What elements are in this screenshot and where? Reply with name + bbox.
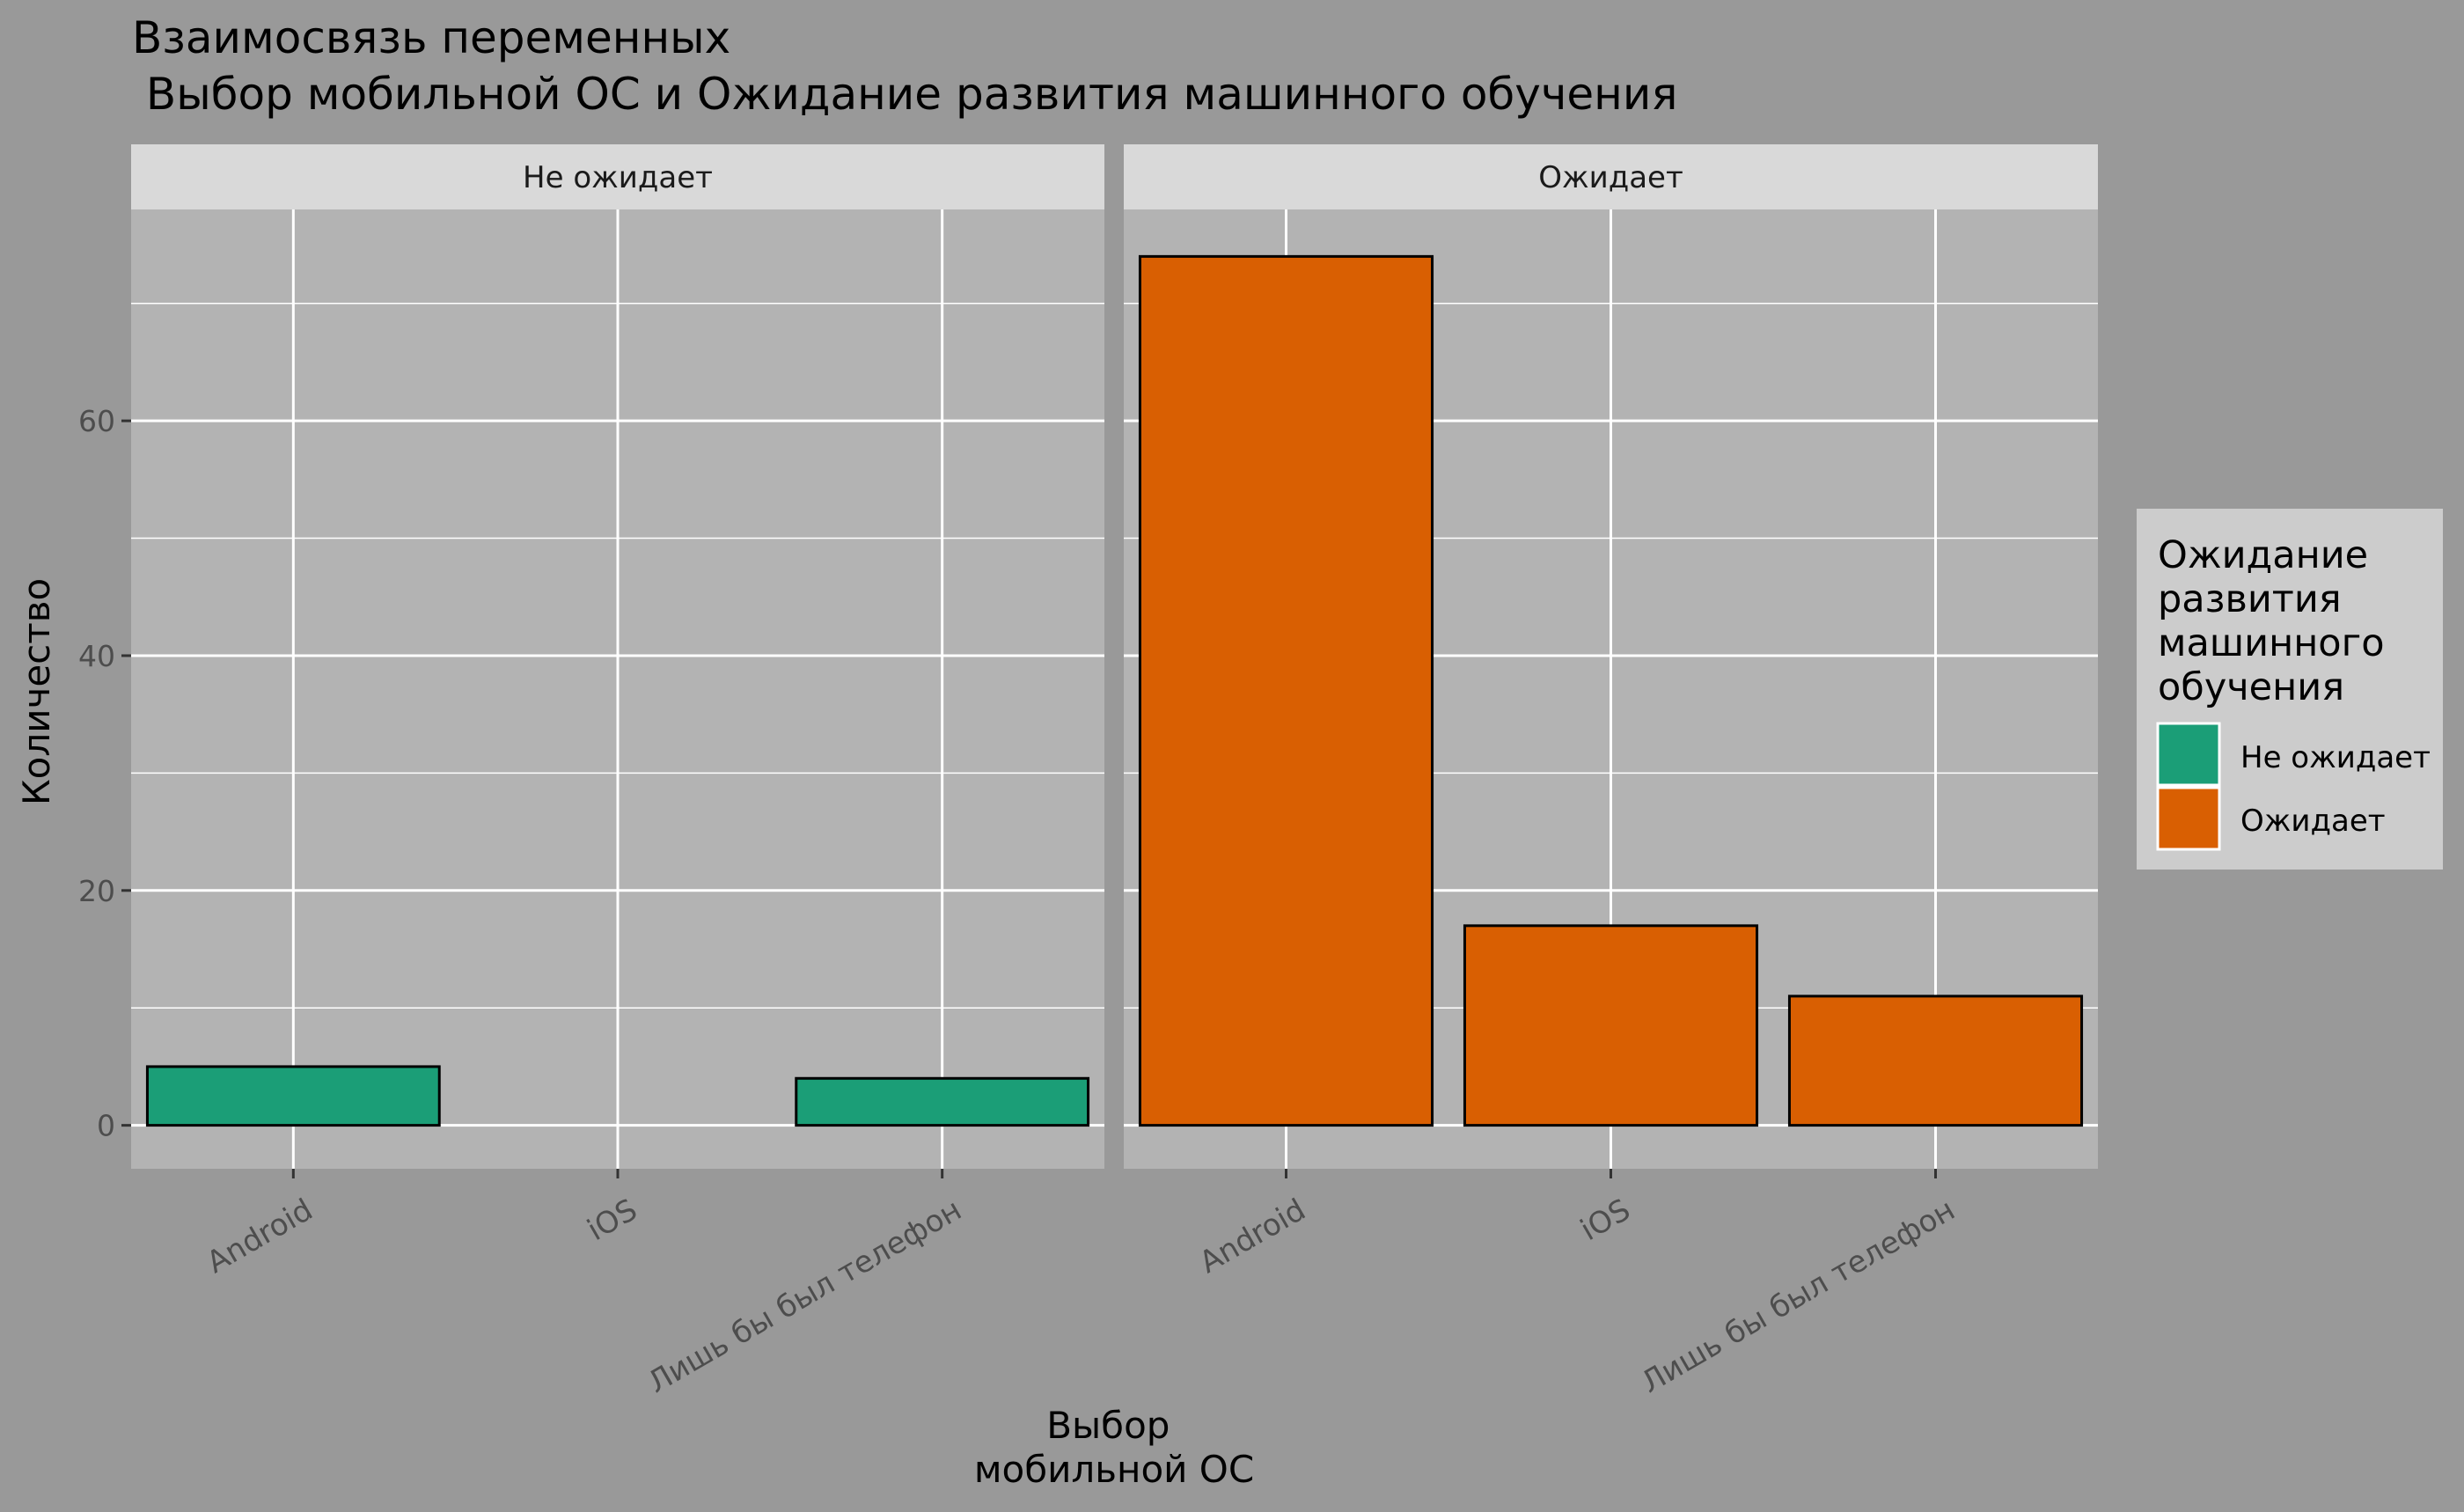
- x-axis-title-line-1: Выбор: [1046, 1404, 1170, 1447]
- y-tick-label: 20: [78, 874, 115, 908]
- legend-title-line-4: обучения: [2158, 665, 2344, 709]
- bar: [795, 1076, 1090, 1127]
- legend-title-line-2: развития: [2158, 577, 2342, 621]
- y-tick-label: 60: [78, 404, 115, 438]
- y-axis: 0 20 40 60: [78, 404, 131, 1143]
- bar: [1138, 254, 1434, 1127]
- bar: [1787, 995, 2084, 1127]
- bar: [145, 1065, 441, 1127]
- facet-strip-1: [1124, 144, 2098, 209]
- y-tick-label: 40: [78, 639, 115, 673]
- legend-title: Ожидание развития машинного обучения: [2158, 533, 2396, 709]
- legend-key-ne-ozhidaet: [2156, 722, 2221, 787]
- facet-strip-0: [131, 144, 1104, 209]
- facet-strip-label-1: Ожидает: [1538, 160, 1683, 195]
- legend-title-line-1: Ожидание: [2158, 533, 2368, 577]
- legend-title-line-3: машинного: [2158, 621, 2385, 665]
- legend-label-ozhidaet: Ожидает: [2240, 804, 2386, 839]
- legend-label-ne-ozhidaet: Не ожидает: [2240, 740, 2431, 775]
- y-tick-label: 0: [97, 1109, 115, 1143]
- facet-strip-label-0: Не ожидает: [523, 160, 713, 195]
- bar: [1463, 924, 1759, 1127]
- chart-title-line-1: Взаимосвязь переменных: [132, 12, 730, 63]
- x-axis-title: Выбор мобильной ОС: [974, 1404, 1254, 1491]
- legend-key-ozhidaet: [2156, 786, 2221, 851]
- chart-title-line-2: Выбор мобильной ОС и Ожидание развития м…: [132, 69, 1677, 120]
- y-axis-title: Количество: [15, 578, 58, 805]
- x-axis-title-line-2: мобильной ОС: [974, 1448, 1254, 1491]
- legend: Ожидание развития машинного обучения Не …: [2137, 509, 2443, 870]
